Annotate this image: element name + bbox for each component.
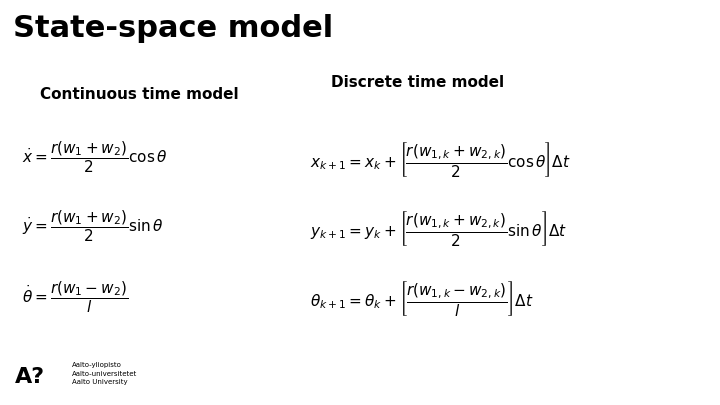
Text: $y_{k+1} = y_k + \left[\dfrac{r(w_{1,k} + w_{2,k})}{2}\sin\theta\right]\Delta t$: $y_{k+1} = y_k + \left[\dfrac{r(w_{1,k} … bbox=[310, 209, 567, 247]
Text: Discrete time model: Discrete time model bbox=[331, 75, 504, 90]
Text: Continuous time model: Continuous time model bbox=[40, 87, 238, 102]
Text: Aalto-yliopisto
Aalto-universitetet
Aalto University: Aalto-yliopisto Aalto-universitetet Aalt… bbox=[72, 362, 138, 386]
Text: $\dot{x} = \dfrac{r(w_1+w_2)}{2}\cos\theta$: $\dot{x} = \dfrac{r(w_1+w_2)}{2}\cos\the… bbox=[22, 140, 167, 175]
Text: $\theta_{k+1} = \theta_k + \left[\dfrac{r(w_{1,k} - w_{2,k})}{l}\right]\Delta t$: $\theta_{k+1} = \theta_k + \left[\dfrac{… bbox=[310, 279, 533, 318]
Text: A?: A? bbox=[14, 367, 45, 386]
Text: $\dot{y} = \dfrac{r(w_1+w_2)}{2}\sin\theta$: $\dot{y} = \dfrac{r(w_1+w_2)}{2}\sin\the… bbox=[22, 209, 163, 244]
Text: $x_{k+1} = x_k + \left[\dfrac{r(w_{1,k} + w_{2,k})}{2}\cos\theta\right]\Delta t$: $x_{k+1} = x_k + \left[\dfrac{r(w_{1,k} … bbox=[310, 140, 570, 179]
Text: $\dot{\theta} = \dfrac{r(w_1 - w_2)}{l}$: $\dot{\theta} = \dfrac{r(w_1 - w_2)}{l}$ bbox=[22, 279, 128, 315]
Text: State-space model: State-space model bbox=[13, 14, 333, 43]
